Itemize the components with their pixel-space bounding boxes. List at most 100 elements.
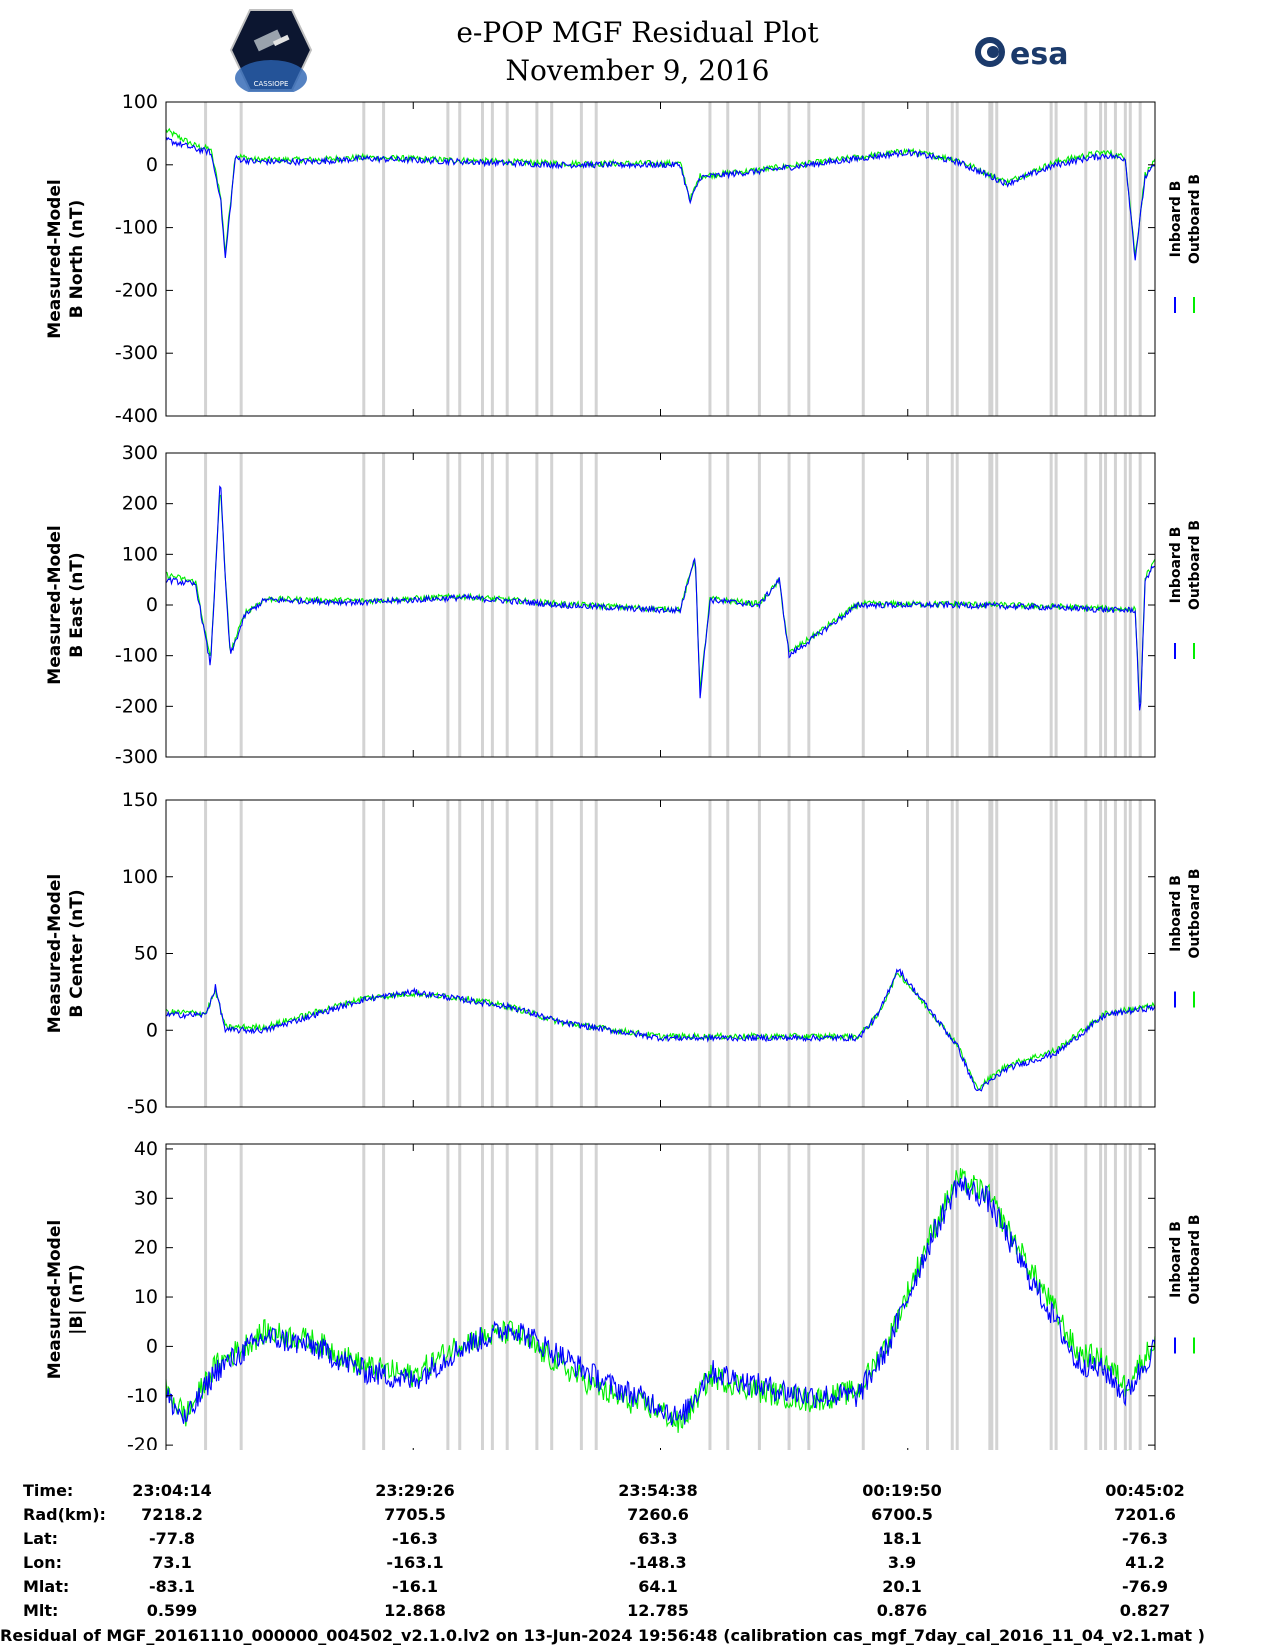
info-cell-c2-time: 23:29:26	[375, 1481, 455, 1500]
cassiope-logo-text: CASSIOPE	[254, 80, 289, 88]
data-gap-bar	[1099, 1144, 1103, 1450]
info-cell-c4-lon: 3.9	[887, 1553, 917, 1572]
data-gap-bar	[950, 102, 954, 416]
data-gap-bar	[950, 800, 954, 1107]
data-gap-bar	[726, 453, 730, 757]
data-gap-bar	[757, 102, 761, 416]
data-gap-bar	[861, 1144, 865, 1450]
data-gap-bar	[1104, 453, 1108, 757]
data-gap-bar	[505, 1144, 509, 1450]
data-gap-bar	[988, 453, 992, 757]
info-label-lon: Lon:	[23, 1553, 62, 1572]
data-gap-bar	[726, 1144, 730, 1450]
data-gap-bar	[726, 102, 730, 416]
y-axis-label-units: B East (nT)	[67, 552, 87, 657]
data-gap-bar	[926, 1144, 930, 1450]
y-tick-label: 0	[146, 1335, 158, 1357]
y-tick-label: 20	[134, 1237, 158, 1259]
legend-inboard-label: Inboard B	[1168, 527, 1184, 604]
data-gap-bar	[505, 453, 509, 757]
data-gap-bar	[458, 1144, 462, 1450]
info-cell-c3-lat: 63.3	[638, 1529, 678, 1548]
data-gap-bar	[926, 800, 930, 1107]
inboard-b-trace	[165, 136, 1156, 261]
data-gap-bar	[594, 800, 598, 1107]
inboard-b-trace	[165, 968, 1156, 1092]
data-gap-bar	[787, 453, 791, 757]
data-gap-bar	[480, 102, 484, 416]
data-gap-bar	[362, 800, 366, 1107]
data-gap-bar	[550, 800, 554, 1107]
plot-frame	[165, 799, 1156, 1108]
data-gap-bar	[204, 453, 208, 757]
data-gap-bar	[787, 800, 791, 1107]
y-tick-label: -200	[115, 279, 158, 301]
info-cell-c3-radius: 7260.6	[627, 1505, 689, 1524]
data-gap-bar	[995, 1144, 999, 1450]
cassiope-mission-logo: CASSIOPE	[229, 9, 313, 92]
y-tick-label: -300	[115, 746, 158, 768]
data-gap-bar	[550, 102, 554, 416]
y-tick-label: 150	[122, 789, 158, 811]
outboard-b-trace	[165, 494, 1156, 703]
legend-inboard-label: Inboard B	[1168, 181, 1184, 258]
data-gap-bar	[861, 800, 865, 1107]
y-axis-label: Measured-Model	[45, 525, 65, 684]
info-cell-c1-radius: 7218.2	[141, 1505, 203, 1524]
info-label-lat: Lat:	[23, 1529, 59, 1548]
data-gap-bar	[988, 1144, 992, 1450]
data-gap-bar	[239, 453, 243, 757]
info-label-mlat: Mlat:	[23, 1577, 70, 1596]
info-cell-c3-lon: -148.3	[629, 1553, 687, 1572]
y-tick-label: -100	[115, 217, 158, 239]
data-gap-bar	[535, 102, 539, 416]
y-axis-label-units: B North (nT)	[67, 200, 87, 319]
info-cell-c3-mlat: 64.1	[638, 1577, 678, 1596]
info-cell-c4-mlt: 0.876	[876, 1601, 928, 1620]
info-cell-c1-lon: 73.1	[152, 1553, 192, 1572]
data-gap-bar	[1113, 800, 1117, 1107]
y-tick-label: -200	[115, 695, 158, 717]
info-cell-c1-time: 23:04:14	[132, 1481, 212, 1500]
y-axis-label: Measured-Model	[45, 179, 65, 338]
info-cell-c1-lat: -77.8	[148, 1529, 196, 1548]
data-gap-bar	[1084, 800, 1088, 1107]
info-cell-c2-radius: 7705.5	[384, 1505, 446, 1524]
data-gap-bar	[458, 102, 462, 416]
info-label-radius: Rad(km):	[23, 1505, 106, 1524]
info-label-mlt: Mlt:	[23, 1601, 59, 1620]
y-tick-label: -300	[115, 342, 158, 364]
legend-outboard-label: Outboard B	[1187, 520, 1203, 610]
y-tick-label: 100	[122, 866, 158, 888]
data-gap-bar	[362, 102, 366, 416]
data-gap-bar	[1128, 1144, 1132, 1450]
panel-2: 300 200 100 0 -100 -200 -300 Measured-Model B Ea…	[45, 442, 1203, 768]
data-gap-bar	[382, 453, 386, 757]
data-gap-bar	[787, 1144, 791, 1450]
data-gap-bar	[955, 102, 959, 416]
data-gap-bar	[1084, 102, 1088, 416]
y-tick-label: 10	[134, 1286, 158, 1308]
info-cell-c4-mlat: 20.1	[882, 1577, 922, 1596]
data-gap-bar	[446, 800, 450, 1107]
data-gap-bar	[1099, 800, 1103, 1107]
data-gap-bar	[535, 1144, 539, 1450]
data-gap-bar	[1104, 1144, 1108, 1450]
info-label-time: Time:	[23, 1481, 74, 1500]
data-gap-bar	[1138, 102, 1142, 416]
data-gap-bar	[861, 102, 865, 416]
data-gap-bar	[535, 800, 539, 1107]
y-axis-label: Measured-Model	[45, 874, 65, 1033]
y-tick-label: -50	[127, 1096, 158, 1118]
data-gap-bar	[990, 102, 994, 416]
info-cell-c5-lat: -76.3	[1121, 1529, 1169, 1548]
data-gap-bar	[579, 1144, 583, 1450]
info-cell-c3-mlt: 12.785	[627, 1601, 689, 1620]
data-gap-bar	[1084, 1144, 1088, 1450]
data-gap-bar	[382, 1144, 386, 1450]
data-gap-bar	[239, 800, 243, 1107]
data-gap-bar	[990, 800, 994, 1107]
data-gap-bar	[708, 102, 712, 416]
info-cell-c5-lon: 41.2	[1125, 1553, 1165, 1572]
info-cell-c5-mlt: 0.827	[1119, 1601, 1171, 1620]
